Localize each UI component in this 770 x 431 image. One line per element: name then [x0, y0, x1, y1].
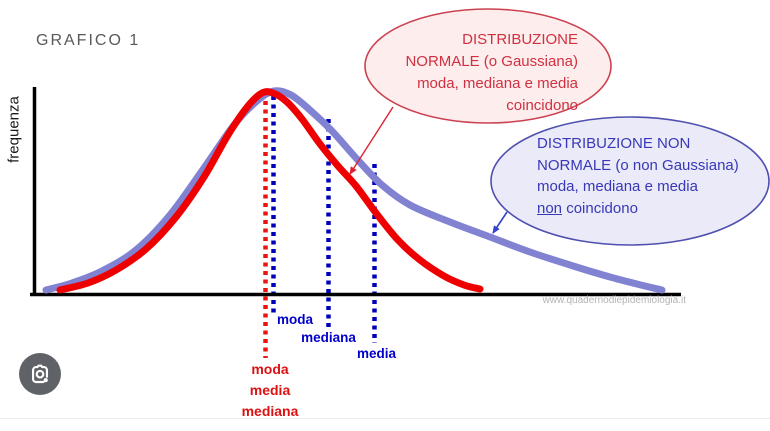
red-moda-label: moda — [251, 361, 289, 377]
underlined-non: non — [537, 199, 563, 217]
red-media-label: media — [249, 382, 291, 398]
bottom-divider — [0, 418, 770, 419]
callout-line-rest: coincidono — [562, 199, 638, 217]
callout-line: DISTRIBUZIONE NON — [537, 135, 691, 152]
blue-moda-label: moda — [277, 312, 314, 327]
normal-distribution-bubble — [364, 8, 612, 124]
chart-title: GRAFICO 1 — [36, 32, 141, 49]
callout-line: NORMALE (o non Gaussiana) — [537, 156, 739, 174]
blue-callout-arrow — [492, 211, 508, 234]
callout-line: moda, mediana e media — [537, 178, 698, 195]
blue-media-label: media — [356, 346, 397, 361]
non-normal-distribution-bubble — [490, 116, 770, 246]
google-lens-camera-icon — [27, 361, 53, 387]
normal-distribution-callout-text: DISTRIBUZIONE NORMALE (o Gaussiana) moda… — [360, 29, 578, 117]
callout-line: moda, mediana e media — [417, 75, 578, 92]
red-mediana-label: mediana — [241, 403, 299, 419]
red-callout-arrow — [349, 106, 394, 175]
non-normal-distribution-callout-text: DISTRIBUZIONE NON NORMALE (o non Gaussia… — [537, 133, 770, 219]
red-moda-media-mediana-labels: moda media mediana — [220, 359, 320, 422]
watermark-url: www.quadernodiepidemiologia.it — [542, 295, 686, 306]
callout-line: DISTRIBUZIONE — [462, 31, 578, 48]
y-axis-label: frequenza — [5, 96, 23, 163]
callout-line: coincidono — [506, 97, 578, 114]
callout-line: non coincidono — [537, 198, 770, 220]
non-normal-distribution-curve — [42, 87, 666, 294]
google-lens-button[interactable] — [19, 353, 61, 395]
blue-mediana-label: mediana — [301, 330, 356, 345]
normal-distribution-curve — [56, 88, 484, 294]
callout-line: NORMALE (o Gaussiana) — [405, 53, 578, 70]
